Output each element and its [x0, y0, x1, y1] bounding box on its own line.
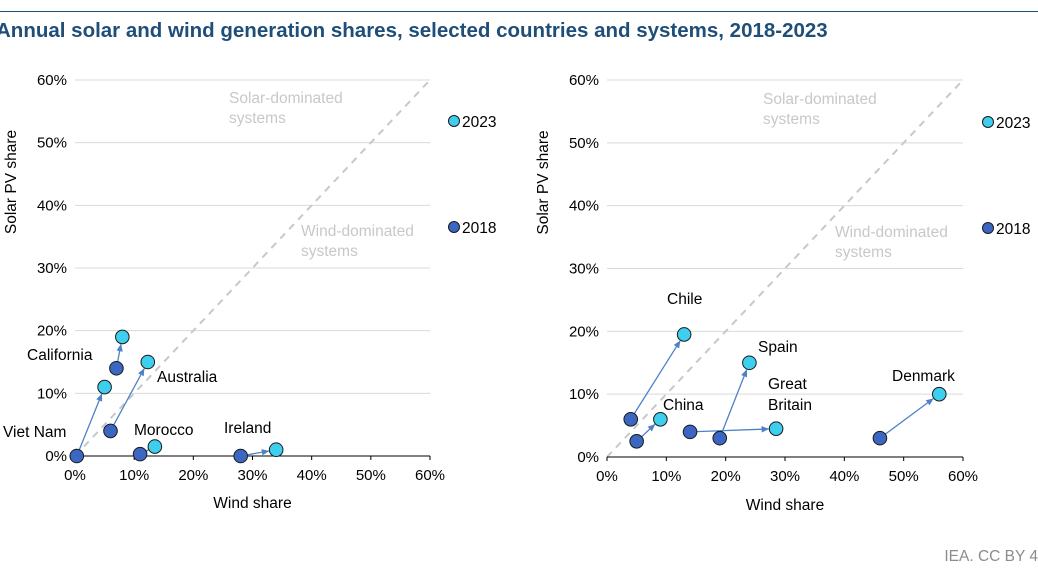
point-2018	[872, 430, 888, 446]
legend-marker	[448, 221, 460, 233]
point-label: Britain	[768, 397, 812, 414]
y-tick-label: 50%	[569, 135, 599, 152]
region-label: systems	[763, 111, 820, 128]
y-tick-label: 10%	[37, 385, 67, 402]
point-2023	[768, 421, 784, 437]
region-label: Wind-dominated	[835, 224, 948, 241]
x-tick-label: 20%	[711, 468, 741, 485]
point-2018	[629, 433, 644, 449]
x-tick-label: 30%	[237, 467, 267, 484]
y-tick-label: 60%	[569, 72, 599, 89]
point-label: Ireland	[224, 420, 271, 437]
y-tick-label: 50%	[37, 135, 67, 152]
x-axis-title: Wind share	[746, 497, 824, 514]
y-axis-title: Solar PV share	[3, 130, 20, 234]
region-label: systems	[301, 243, 358, 260]
point-2023	[931, 386, 947, 402]
point-label: China	[663, 397, 704, 414]
point-2023	[742, 355, 757, 371]
y-tick-label: 20%	[569, 323, 599, 340]
y-tick-label: 20%	[37, 323, 67, 340]
x-tick-label: 50%	[889, 468, 919, 485]
region-label: systems	[229, 110, 286, 127]
change-arrow	[640, 423, 656, 438]
change-arrow	[116, 343, 123, 363]
parity-diagonal	[74, 79, 431, 457]
y-axis-title: Solar PV share	[535, 130, 552, 234]
change-arrow	[721, 369, 748, 433]
region-label: systems	[835, 244, 892, 261]
point-label: Australia	[157, 369, 218, 386]
point-label: Great	[768, 376, 807, 393]
point-2023	[97, 379, 112, 395]
x-tick-label: 60%	[415, 467, 445, 484]
change-arrow	[696, 426, 770, 433]
point-2018	[69, 448, 85, 464]
y-tick-label: 60%	[37, 72, 67, 89]
x-tick-label: 10%	[119, 467, 149, 484]
point-2018	[623, 412, 639, 427]
legend-label: 2018	[996, 221, 1030, 238]
y-tick-label: 0%	[577, 449, 599, 466]
x-tick-label: 10%	[651, 468, 681, 485]
right-chart-panel: 0% 10% 20% 30% 40% 50% 60% 0% 10% 20% 30% 40% 50% 60%…	[535, 72, 1030, 514]
left-chart-panel: 0% 10% 20% 30% 40% 50% 60% 0% 10% 20% 30% 40% 50% 60%…	[3, 72, 496, 512]
y-tick-label: 40%	[569, 198, 599, 215]
point-2018	[233, 448, 248, 464]
x-tick-label: 20%	[178, 467, 208, 484]
point-2018	[712, 430, 728, 446]
point-label: Morocco	[134, 422, 193, 439]
change-arrow	[78, 393, 103, 451]
legend-marker	[982, 116, 994, 128]
point-2023	[140, 354, 156, 370]
change-arrow	[633, 340, 681, 415]
point-2023	[115, 329, 130, 345]
region-label: Wind-dominated	[301, 223, 414, 240]
source-credit: IEA. CC BY 4	[944, 548, 1038, 565]
change-arrow	[113, 368, 145, 426]
point-2023	[147, 439, 163, 454]
legend-label: 2018	[462, 220, 496, 237]
y-tick-label: 30%	[569, 261, 599, 278]
legend-marker	[982, 222, 994, 234]
x-tick-label: 60%	[948, 468, 978, 485]
y-tick-label: 30%	[37, 260, 67, 277]
x-tick-label: 30%	[770, 468, 800, 485]
parity-diagonal	[606, 79, 964, 458]
change-arrow	[246, 449, 270, 456]
x-axis-title: Wind share	[213, 495, 291, 512]
point-2018	[132, 446, 148, 462]
x-tick-label: 50%	[356, 467, 386, 484]
point-2018	[103, 423, 118, 439]
point-2023	[653, 412, 668, 427]
legend-marker	[448, 115, 460, 127]
title-rule	[0, 11, 1038, 12]
point-2023	[676, 327, 692, 342]
x-tick-label: 0%	[596, 468, 618, 485]
x-tick-label: 0%	[64, 467, 86, 484]
change-arrow	[884, 398, 934, 435]
legend-label: 2023	[462, 114, 496, 131]
point-2018	[682, 424, 698, 440]
region-label: Solar-dominated	[763, 91, 877, 108]
x-tick-label: 40%	[297, 467, 327, 484]
y-tick-label: 10%	[569, 386, 599, 403]
point-label: Viet Nam	[3, 424, 66, 441]
chart-title: Annual solar and wind generation shares,…	[0, 19, 828, 42]
region-label: Solar-dominated	[229, 90, 343, 107]
point-label: Chile	[667, 291, 702, 308]
point-label: Spain	[758, 339, 798, 356]
point-label: California	[27, 347, 93, 364]
point-label: Denmark	[892, 368, 955, 385]
x-tick-label: 40%	[829, 468, 859, 485]
point-2023	[268, 442, 284, 458]
legend-label: 2023	[996, 115, 1030, 132]
y-tick-label: 0%	[45, 448, 67, 465]
point-2018	[109, 360, 124, 376]
y-tick-label: 40%	[37, 197, 67, 214]
